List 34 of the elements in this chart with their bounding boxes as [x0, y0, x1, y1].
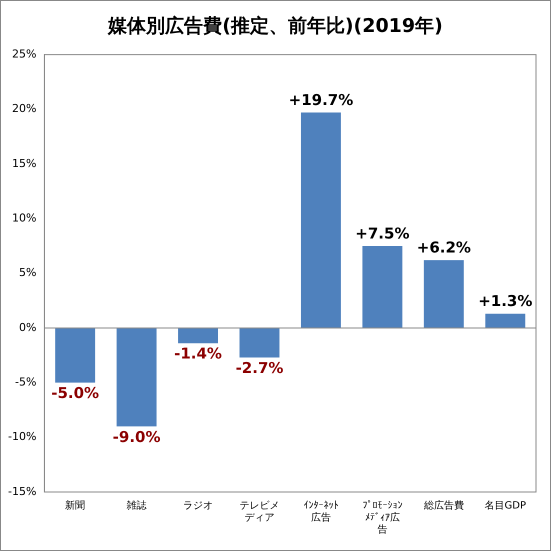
data-label: -5.0% [51, 384, 100, 402]
x-tick-label: 名目GDP [484, 500, 526, 512]
x-tick-label: ﾌﾟﾛﾓｰｼｮﾝﾒﾃﾞｨｱ広告 [362, 500, 402, 536]
y-tick-label: -15% [8, 484, 36, 498]
y-tick-label: -10% [8, 430, 36, 444]
y-tick-label: 10% [12, 211, 36, 224]
x-tick-label: ラジオ [183, 500, 214, 512]
x-tick-label: テレビメディア [239, 500, 280, 524]
bar [116, 328, 157, 426]
x-tick-label: ｲﾝﾀｰﾈｯﾄ広告 [303, 500, 338, 524]
bar [178, 328, 218, 344]
x-tick-label: 雑誌 [126, 500, 147, 512]
bar [424, 260, 464, 328]
y-tick-label: 5% [18, 266, 36, 280]
chart-title: 媒体別広告費(推定、前年比)(2019年) [106, 14, 444, 39]
data-label: +19.7% [288, 90, 354, 109]
data-label: +7.5% [355, 224, 410, 242]
bar [485, 314, 526, 328]
data-label: -9.0% [112, 428, 161, 446]
data-label: +1.3% [478, 292, 532, 310]
y-tick-label: 15% [12, 156, 36, 170]
bar [240, 328, 280, 358]
bar [55, 328, 96, 383]
y-tick-label: 20% [12, 102, 36, 116]
x-tick-label: 総広告費 [422, 500, 464, 512]
x-tick-label: 新聞 [65, 500, 86, 512]
y-tick-label: -5% [14, 376, 36, 389]
bar [300, 112, 341, 328]
data-label: +6.2% [416, 238, 471, 257]
data-label: -2.7% [236, 358, 284, 377]
bar [362, 246, 402, 328]
data-label: -1.4% [174, 344, 222, 363]
y-tick-label: 25% [12, 47, 36, 60]
y-tick-label: 0% [18, 320, 36, 334]
